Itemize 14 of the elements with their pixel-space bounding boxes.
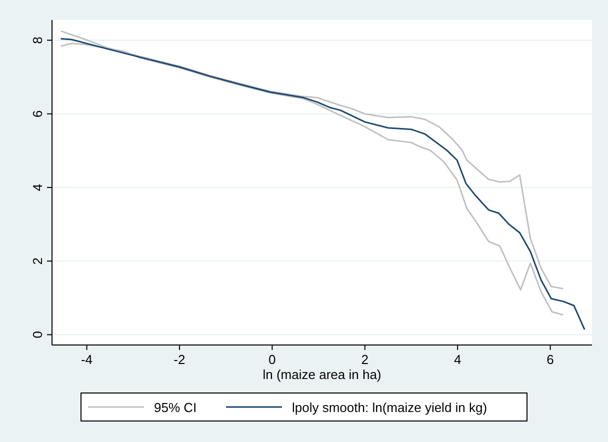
y-tick-label: 0 <box>30 331 45 338</box>
x-tick-label: 2 <box>361 352 368 367</box>
legend-label: lpoly smooth: ln(maize yield in kg) <box>292 400 488 415</box>
x-axis-title: ln (maize area in ha) <box>262 367 382 382</box>
y-tick-label: 4 <box>30 184 45 192</box>
x-tick-label: -4 <box>80 352 93 367</box>
x-tick-label: 0 <box>268 352 276 367</box>
y-tick-label: 6 <box>30 110 45 118</box>
x-tick-label: 4 <box>454 352 462 367</box>
x-tick-label: 6 <box>546 352 554 367</box>
x-tick-label: -2 <box>174 352 186 367</box>
legend-label: 95% CI <box>154 400 197 415</box>
y-tick-label: 8 <box>30 36 45 44</box>
y-tick-label: 2 <box>30 257 45 265</box>
